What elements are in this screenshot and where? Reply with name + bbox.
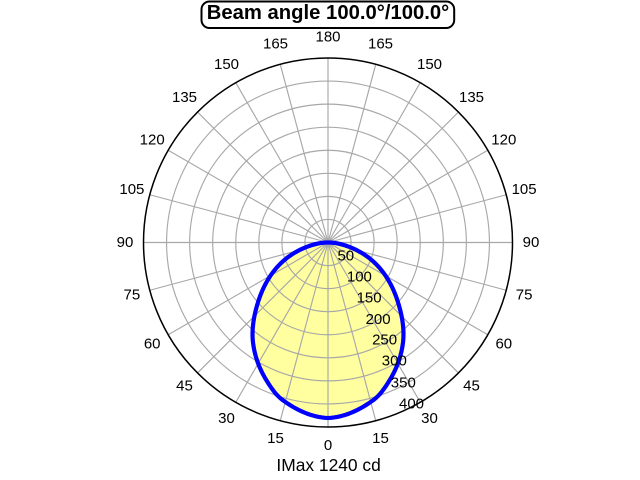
svg-text:Beam angle 100.0°/100.0°: Beam angle 100.0°/100.0° — [207, 2, 449, 24]
svg-text:165: 165 — [263, 36, 288, 53]
svg-text:90: 90 — [523, 234, 540, 251]
svg-text:75: 75 — [124, 287, 141, 304]
svg-text:150: 150 — [417, 56, 442, 73]
svg-text:30: 30 — [421, 410, 438, 427]
svg-text:90: 90 — [117, 234, 134, 251]
svg-text:IMax 1240 cd: IMax 1240 cd — [276, 455, 380, 475]
svg-text:300: 300 — [382, 353, 407, 370]
svg-text:120: 120 — [140, 131, 165, 148]
svg-text:180: 180 — [315, 29, 340, 46]
svg-text:75: 75 — [516, 287, 533, 304]
svg-text:135: 135 — [459, 89, 484, 106]
svg-text:200: 200 — [366, 311, 391, 328]
svg-text:45: 45 — [176, 378, 193, 395]
svg-text:15: 15 — [372, 430, 389, 447]
svg-text:120: 120 — [491, 131, 516, 148]
svg-text:15: 15 — [267, 430, 284, 447]
svg-text:100: 100 — [347, 269, 372, 286]
svg-text:50: 50 — [337, 247, 354, 264]
svg-text:60: 60 — [144, 336, 161, 353]
svg-text:400: 400 — [399, 395, 424, 412]
svg-text:0: 0 — [324, 437, 332, 454]
svg-text:105: 105 — [119, 181, 144, 198]
svg-text:250: 250 — [372, 332, 397, 349]
svg-text:105: 105 — [512, 181, 537, 198]
svg-text:60: 60 — [495, 336, 512, 353]
svg-text:350: 350 — [391, 374, 416, 391]
svg-text:150: 150 — [357, 290, 382, 307]
svg-text:30: 30 — [218, 410, 235, 427]
svg-text:150: 150 — [214, 56, 239, 73]
svg-text:45: 45 — [463, 378, 480, 395]
svg-text:135: 135 — [172, 89, 197, 106]
svg-text:165: 165 — [368, 36, 393, 53]
